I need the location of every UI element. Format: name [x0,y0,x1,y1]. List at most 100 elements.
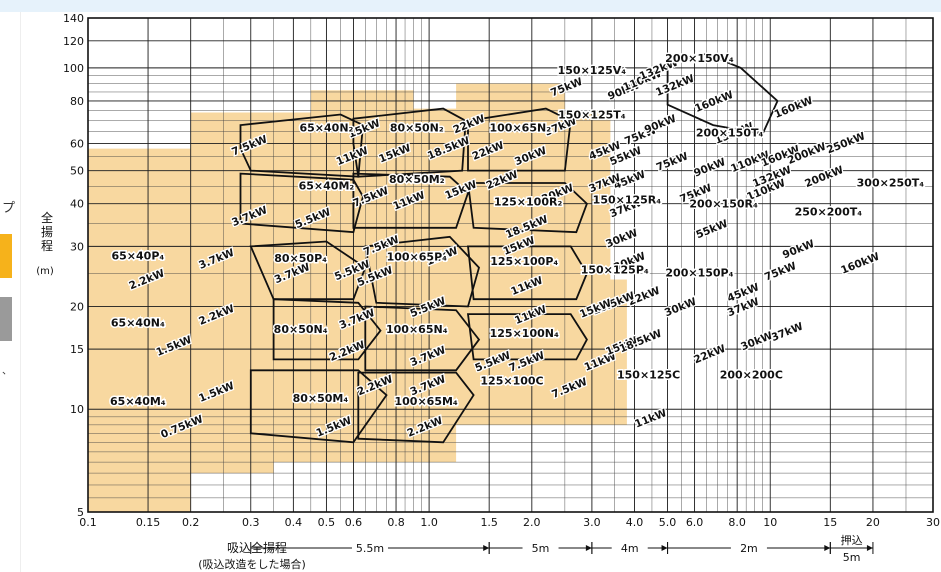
power-label: 90kW [643,113,679,137]
power-label: 30kW [663,296,699,320]
x-tick-label: 0.15 [136,516,161,529]
range-label: 4m [621,542,639,555]
model-label: 65×40N₄ [111,316,165,329]
y-tick-label: 15 [70,343,84,356]
power-label: 55kW [694,218,730,242]
x-tick-label: 0.6 [345,516,363,529]
sidebar-tab-active[interactable] [0,234,12,278]
range-arrow [483,545,490,551]
x-tick-label: 0.1 [79,516,97,529]
model-envelope [239,172,364,234]
model-label: 200×150T₄ [696,126,764,139]
y-axis-label: 全 [41,210,53,225]
y-tick-label: 120 [63,35,84,48]
y-tick-label: 20 [70,300,84,313]
model-label: 250×200T₄ [795,205,863,218]
y-tick-label: 80 [70,95,84,108]
model-label: 100×65N₂ [490,122,552,135]
model-envelope [364,235,481,308]
y-tick-label: 50 [70,165,84,178]
sidebar-tab-inactive[interactable] [0,297,12,341]
model-envelope [352,107,467,178]
range-arrow [824,545,831,551]
model-label: 125×100R₂ [494,196,563,209]
power-label: 90kW [781,238,817,262]
x-tick-label: 30 [926,516,940,529]
y-tick-label: 40 [70,198,84,211]
model-envelope [466,313,588,361]
model-label: 150×125R₄ [593,194,662,207]
x-tick-label: 1.5 [480,516,498,529]
range-label-bg [730,540,767,555]
top-bar [0,0,941,12]
shaded-region [88,83,627,512]
model-envelope [249,240,367,301]
y-tick-label: 60 [70,138,84,151]
power-label: 22kW [692,343,728,367]
model-label: 200×150P₄ [665,266,733,279]
model-label: 65×40P₄ [111,249,164,262]
plot-frame [87,17,934,513]
range-arrow [866,545,873,551]
x-tick-label: 0.2 [182,516,200,529]
range-arrow [661,545,668,551]
model-label: 300×250T₄ [857,176,925,189]
model-label: 80×50P₄ [274,252,327,265]
model-label: 100×65M₄ [395,395,458,408]
model-label: 80×50N₄ [274,323,328,336]
x-tick-label: 20 [866,516,880,529]
x-tick-label: 2.0 [523,516,541,529]
y-axis-unit: (m) [36,266,54,277]
x-axis-note: (吸込改造をした場合) [198,557,306,571]
range-label-bg [522,540,559,555]
model-label: 100×65P₄ [387,250,448,263]
model-label: 150×125V₄ [558,64,627,77]
model-label: 80×50N₂ [390,122,444,135]
model-envelope [466,245,588,301]
model-label: 150×125P₄ [581,263,649,276]
x-tick-label: 8.0 [728,516,746,529]
model-envelope [352,172,470,229]
x-tick-label: 0.3 [242,516,260,529]
power-label: 75kW [549,76,585,100]
x-tick-label: 0.8 [387,516,405,529]
model-envelope [357,371,475,444]
model-label: 125×100N₄ [490,327,559,340]
model-envelope [364,305,481,372]
model-label: 200×150R₄ [689,197,758,210]
model-envelope [666,52,779,136]
sidebar-char-top: プ [2,201,16,216]
y-tick-label: 5 [77,506,84,519]
range-label: 5.5m [356,542,384,555]
model-label: 65×40M₂ [299,180,355,193]
sidebar-char-bottom: 、 [2,366,12,377]
model-label: 200×200C [720,369,783,382]
x-tick-label: 1.0 [420,516,438,529]
model-label: 65×40N₂ [300,122,354,135]
model-label: 65×40M₄ [110,395,166,408]
x-tick-label: 15 [823,516,837,529]
power-label: 160kW [693,89,735,115]
power-label: 11kW [633,407,669,431]
power-label: 90kW [692,156,728,180]
x-tick-label: 3.0 [583,516,601,529]
x-tick-label: 4.0 [626,516,644,529]
range-label-bg [611,540,648,555]
model-label: 200×150V₄ [665,52,734,65]
x-tick-label: 0.4 [285,516,303,529]
range-label: 押込 [841,533,863,547]
model-envelope [467,107,572,172]
power-label: 30kW [739,330,775,354]
model-label: 125×100C [480,375,543,388]
model-label: 150×125T₄ [558,109,626,122]
power-label: 75kW [763,260,799,284]
y-tick-label: 30 [70,240,84,253]
model-envelope [249,369,388,444]
y-tick-label: 100 [63,62,84,75]
range-label-bg [351,540,388,555]
y-tick-label: 10 [70,403,84,416]
y-axis-label: 程 [41,238,53,253]
model-envelope [466,182,588,234]
power-label: 160kW [839,250,881,276]
